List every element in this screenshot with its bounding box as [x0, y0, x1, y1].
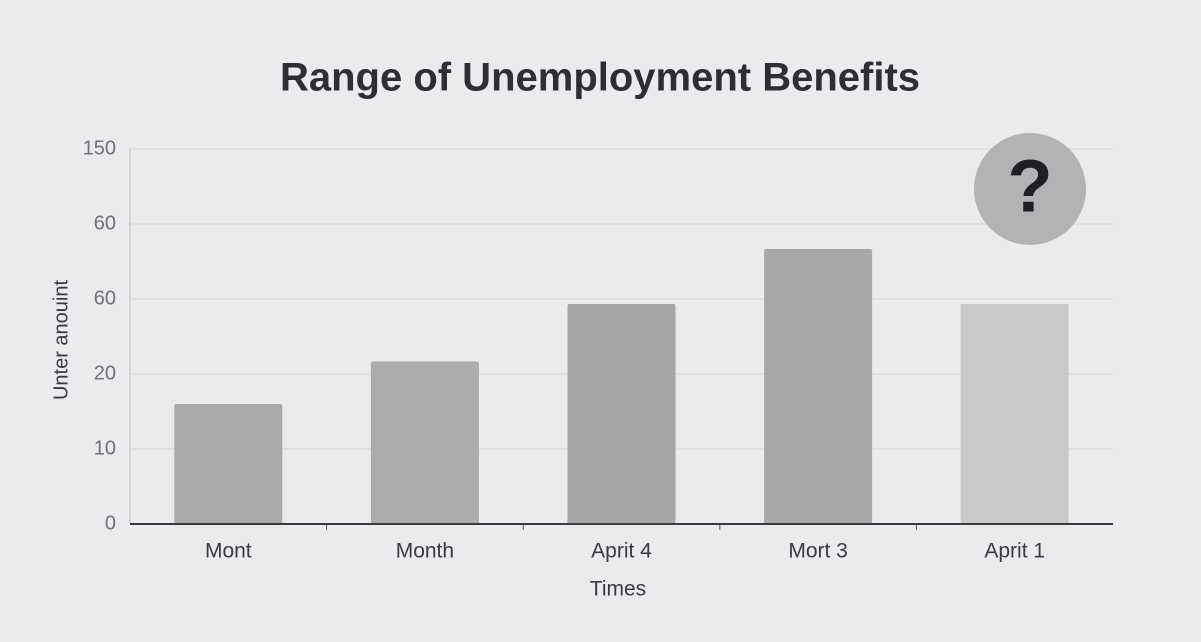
y-tick-label: 60 — [94, 212, 116, 234]
y-tick-label: 10 — [94, 437, 116, 459]
x-tick-label: Month — [396, 540, 454, 563]
x-tick-label: Mont — [205, 540, 252, 563]
plot: 0 10 20 60 60 150 Mont Month Aprit 4 Mort 3 Aprit … — [83, 137, 1113, 563]
y-tick-label: 20 — [94, 362, 116, 384]
icon-circle — [974, 133, 1086, 245]
x-tick-label: Mort 3 — [788, 540, 848, 563]
x-tick-label: Aprit 4 — [591, 540, 652, 563]
x-axis-label: Times — [590, 578, 646, 601]
bar — [960, 304, 1069, 524]
bar — [764, 249, 873, 524]
y-tick-label: 150 — [83, 137, 116, 159]
bar — [567, 304, 676, 524]
x-tick-label: Aprit 1 — [984, 540, 1045, 563]
y-axis-label: Unter anouint — [50, 280, 72, 401]
icon-glyph: ? — [1007, 145, 1052, 228]
y-tick-label: 0 — [105, 512, 116, 534]
question-icon: ? — [974, 133, 1086, 245]
chart-title: Range of Unemployment Benefits — [280, 56, 920, 100]
bar — [370, 361, 479, 524]
y-tick-label: 60 — [94, 287, 116, 309]
bar — [174, 404, 283, 524]
